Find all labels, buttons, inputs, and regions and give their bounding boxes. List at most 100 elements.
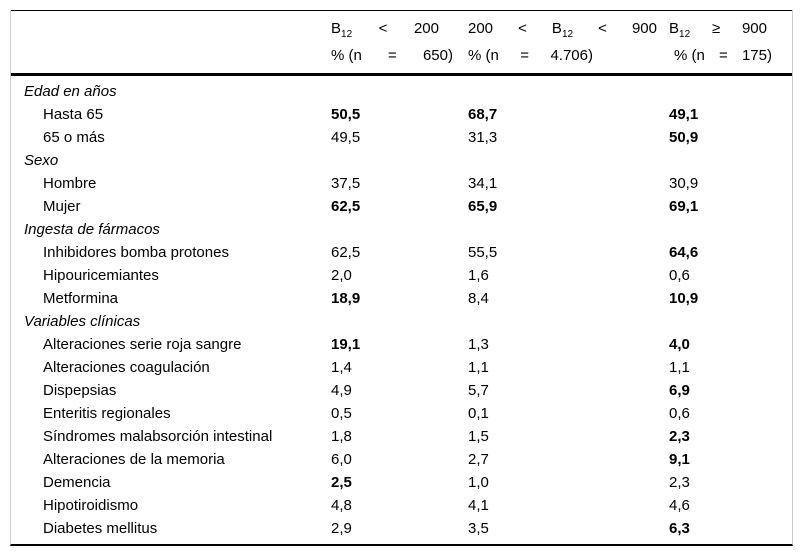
header-token: B12 (551, 19, 574, 40)
header-token: < (598, 19, 607, 37)
cell-value: 0,6 (669, 405, 690, 422)
row-label: Hipotiroidismo (43, 497, 139, 514)
subscript: 12 (561, 28, 574, 40)
section-row: Edad en años (11, 80, 792, 103)
cell-value: 8,4 (468, 290, 489, 307)
header-token: % (n (468, 46, 499, 64)
cell-value: 9,1 (669, 451, 690, 468)
cell-value: 6,9 (669, 382, 690, 399)
section-label: Ingesta de fármacos (24, 221, 160, 238)
row-label: Alteraciones de la memoria (43, 451, 225, 468)
cell-value: 6,0 (331, 451, 352, 468)
header-token: 200 (468, 19, 494, 37)
cell-value: 68,7 (468, 106, 498, 123)
cell-value: 34,1 (468, 175, 498, 192)
cell-value: 0,5 (331, 405, 352, 422)
table-row: Dispepsias 4,9 5,7 6,9 (11, 379, 792, 402)
cell-value: 2,9 (331, 520, 352, 537)
header-token: 900 (631, 19, 657, 37)
column-header-b12-900-or-more: B12 ≥900 % (n = 175) (669, 20, 794, 65)
cell-value: 62,5 (331, 198, 361, 215)
header-token: 900 (741, 19, 767, 37)
table-row: Alteraciones coagulación 1,4 1,1 1,1 (11, 356, 792, 379)
table-header: B12 <200 % (n = 650) 200 < B12 <900 % (n = 4.706) B1… (11, 10, 792, 76)
cell-value: 1,1 (669, 359, 690, 376)
cell-value: 30,9 (669, 175, 699, 192)
cell-value: 5,7 (468, 382, 489, 399)
row-label: Enteritis regionales (43, 405, 171, 422)
header-token: 175) (741, 46, 772, 64)
cell-value: 1,8 (331, 428, 352, 445)
cell-value: 4,8 (331, 497, 352, 514)
table-row: Demencia 2,5 1,0 2,3 (11, 471, 792, 494)
cell-value: 65,9 (468, 198, 498, 215)
header-token: 650) (422, 46, 453, 64)
cell-value: 49,5 (331, 129, 361, 146)
header-token: = (520, 46, 530, 64)
column-header-b12-under-200: B12 <200 % (n = 650) (331, 20, 468, 65)
cell-value: 4,0 (669, 336, 690, 353)
cell-value: 50,9 (669, 129, 699, 146)
cell-value: 49,1 (669, 106, 699, 123)
cell-value: 1,0 (468, 474, 489, 491)
cell-value: 1,1 (468, 359, 489, 376)
cell-value: 50,5 (331, 106, 361, 123)
cell-value: 1,6 (468, 267, 489, 284)
row-label: Diabetes mellitus (43, 520, 158, 537)
table-row: Diabetes mellitus 2,9 3,5 6,3 (11, 517, 792, 540)
column-header-b12-200-to-900: 200 < B12 <900 % (n = 4.706) (468, 20, 669, 65)
column-title: 200 < B12 <900 (468, 19, 657, 40)
header-token: < (518, 19, 527, 37)
header-token: ≥ (711, 19, 721, 37)
column-subtitle: % (n = 175) (674, 47, 772, 65)
b12-comparison-table: B12 <200 % (n = 650) 200 < B12 <900 % (n = 4.706) B1… (10, 10, 793, 546)
header-token: 4.706) (550, 46, 593, 64)
table-row: Enteritis regionales 0,5 0,1 0,6 (11, 402, 792, 425)
row-label: Alteraciones serie roja sangre (43, 336, 242, 353)
cell-value: 0,1 (468, 405, 489, 422)
header-token: = (388, 46, 397, 64)
row-label: Metformina (43, 290, 119, 307)
row-label: Mujer (43, 198, 81, 215)
cell-value: 18,9 (331, 290, 361, 307)
cell-value: 2,3 (669, 474, 690, 491)
header-token: B12 (331, 19, 353, 40)
cell-value: 37,5 (331, 175, 361, 192)
subscript: 12 (679, 28, 691, 40)
row-label: Demencia (43, 474, 111, 491)
column-title: B12 ≥900 (669, 19, 767, 40)
cell-value: 69,1 (669, 198, 699, 215)
cell-value: 2,7 (468, 451, 489, 468)
cell-value: 2,0 (331, 267, 352, 284)
table-row: Mujer 62,5 65,9 69,1 (11, 195, 792, 218)
table-row: Hasta 65 50,5 68,7 49,1 (11, 103, 792, 126)
table-row: Hombre 37,5 34,1 30,9 (11, 172, 792, 195)
cell-value: 10,9 (669, 290, 699, 307)
section-label: Variables clínicas (24, 313, 141, 330)
header-token: B12 (669, 19, 691, 40)
cell-value: 0,6 (669, 267, 690, 284)
section-label: Edad en años (24, 83, 117, 100)
table-row: Síndromes malabsorción intestinal 1,8 1,5 2… (11, 425, 792, 448)
cell-value: 62,5 (331, 244, 361, 261)
cell-value: 31,3 (468, 129, 498, 146)
header-token: 200 (413, 19, 439, 37)
row-label: 65 o más (43, 129, 105, 146)
cell-value: 1,3 (468, 336, 489, 353)
section-row: Ingesta de fármacos (11, 218, 792, 241)
row-label: Hombre (43, 175, 97, 192)
table-row: Metformina 18,9 8,4 10,9 (11, 287, 792, 310)
cell-value: 19,1 (331, 336, 361, 353)
row-label: Síndromes malabsorción intestinal (43, 428, 273, 445)
header-token: = (719, 46, 728, 64)
cell-value: 55,5 (468, 244, 498, 261)
table-row: 65 o más 49,5 31,3 50,9 (11, 126, 792, 149)
row-label: Alteraciones coagulación (43, 359, 210, 376)
cell-value: 1,4 (331, 359, 352, 376)
section-label: Sexo (24, 152, 59, 169)
section-row: Variables clínicas (11, 310, 792, 333)
cell-value: 2,5 (331, 474, 352, 491)
table-row: Hipotiroidismo 4,8 4,1 4,6 (11, 494, 792, 517)
table-body: Edad en años Hasta 65 50,5 68,7 49,1 65 o más… (11, 76, 792, 544)
